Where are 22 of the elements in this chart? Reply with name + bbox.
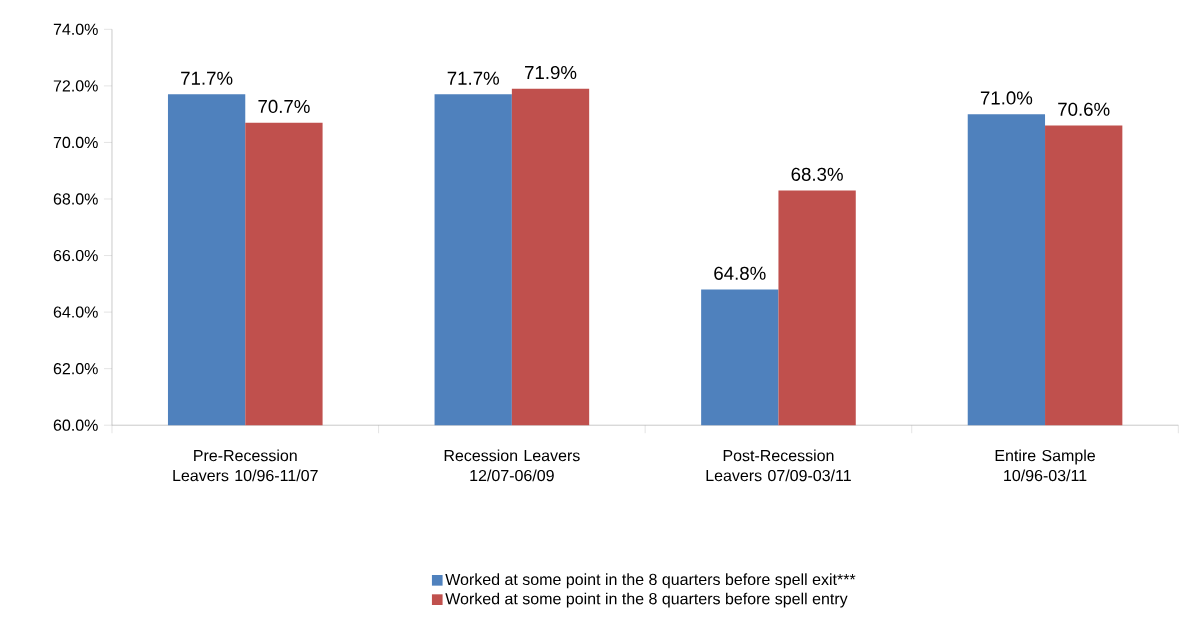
x-tick-label: Recession Leavers 12/07-06/09: [444, 449, 580, 482]
x-tick-label: Entire Sample 10/96-03/11: [995, 449, 1095, 482]
x-tick-label: Post-Recession Leavers 07/09-03/11: [706, 449, 851, 482]
legend-label: Worked at some point in the 8 quarters before spell entry: [445, 592, 848, 608]
legend-label: Worked at some point in the 8 quarters before spell exit***: [445, 573, 856, 589]
y-tick-label: 74.0%: [53, 23, 98, 36]
y-tick-label: 64.0%: [53, 306, 98, 318]
y-tick-label: 60.0%: [53, 419, 98, 431]
y-tick-label: 62.0%: [53, 363, 98, 375]
data-label: 68.3%: [791, 167, 843, 182]
y-tick-label: 66.0%: [53, 249, 98, 262]
data-label: 71.7%: [181, 71, 233, 85]
data-label: 70.6%: [1058, 102, 1110, 116]
data-label: 70.7%: [258, 99, 310, 114]
y-tick-label: 68.0%: [53, 193, 98, 205]
y-tick-label: 72.0%: [53, 80, 98, 92]
data-label: 64.8%: [714, 266, 766, 280]
data-label: 71.0%: [980, 91, 1033, 105]
data-label: 71.7%: [447, 71, 499, 85]
x-tick-label: Pre-Recession Leavers 10/96-11/07: [173, 449, 318, 482]
data-label: 71.9%: [525, 65, 577, 80]
y-tick-label: 70.0%: [53, 136, 98, 149]
